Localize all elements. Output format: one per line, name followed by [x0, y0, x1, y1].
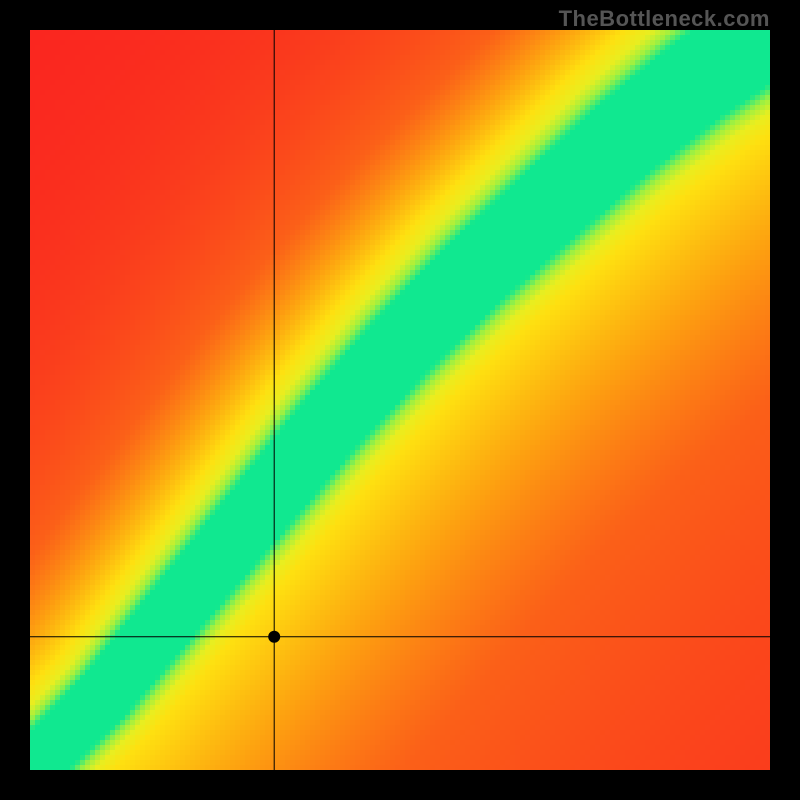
watermark-text: TheBottleneck.com — [559, 6, 770, 32]
bottleneck-heatmap — [30, 30, 770, 770]
